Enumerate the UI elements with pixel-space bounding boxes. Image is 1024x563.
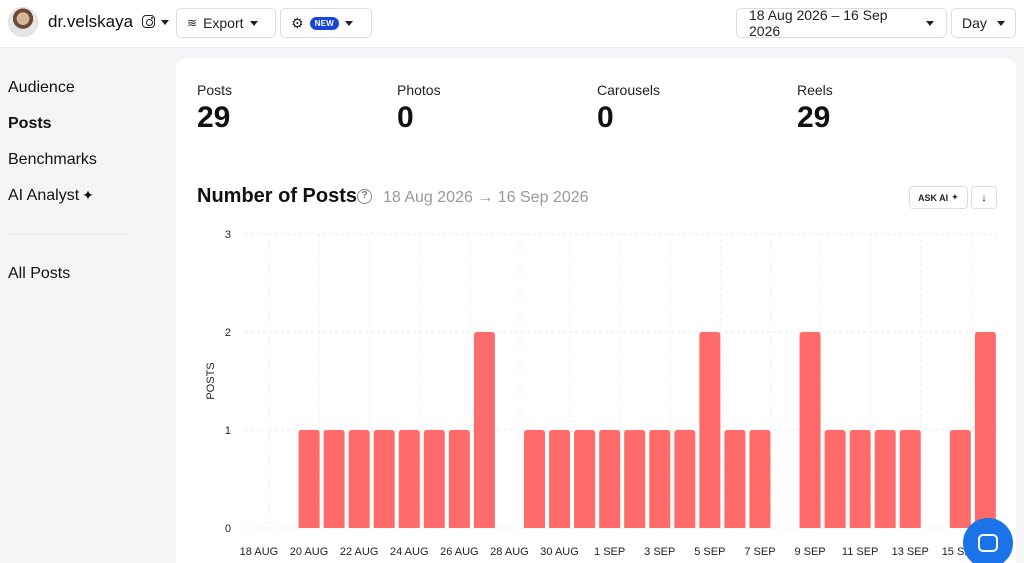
bar bbox=[574, 430, 596, 528]
x-tick-label: 7 SEP bbox=[744, 546, 775, 558]
bar bbox=[473, 332, 495, 528]
x-tick-label: 24 AUG bbox=[390, 546, 429, 558]
sidebar-item-audience[interactable]: Audience bbox=[8, 79, 75, 97]
stat-label: Reels bbox=[797, 82, 833, 98]
download-button[interactable]: ↓ bbox=[971, 186, 997, 209]
stat-label: Posts bbox=[197, 82, 233, 98]
bar bbox=[624, 430, 646, 528]
stat-value: 29 bbox=[797, 101, 831, 134]
bar bbox=[348, 430, 370, 528]
sidebar-item-label: AI Analyst bbox=[8, 187, 80, 204]
bar bbox=[849, 430, 871, 528]
help-icon[interactable]: ? bbox=[357, 189, 372, 204]
bar bbox=[974, 332, 996, 528]
chevron-down-icon bbox=[345, 20, 354, 26]
top-bar: dr.velskaya ≋ Export ⚙ NEW 18 Aug 2026 –… bbox=[0, 0, 1024, 48]
x-tick-label: 18 AUG bbox=[240, 546, 279, 558]
y-tick-label: 2 bbox=[225, 327, 231, 339]
bar bbox=[323, 430, 345, 528]
sidebar-item-label: Posts bbox=[8, 115, 52, 132]
chat-button[interactable] bbox=[963, 518, 1013, 563]
layers-icon: ≋ bbox=[187, 16, 198, 30]
ask-ai-button[interactable]: ASK AI ✦ bbox=[909, 186, 968, 209]
stat-value: 0 bbox=[597, 101, 614, 134]
stat-label: Photos bbox=[397, 82, 441, 98]
instagram-icon bbox=[142, 15, 155, 28]
chat-icon bbox=[978, 534, 998, 552]
stat-label: Carousels bbox=[597, 82, 661, 98]
bar bbox=[599, 430, 621, 528]
x-tick-label: 22 AUG bbox=[340, 546, 379, 558]
y-tick-label: 1 bbox=[225, 425, 231, 437]
x-tick-label: 20 AUG bbox=[290, 546, 329, 558]
bar bbox=[899, 430, 921, 528]
stat-reels: Reels 29 bbox=[797, 82, 833, 135]
sidebar-item-label: Benchmarks bbox=[8, 151, 97, 168]
sidebar-item-ai-analyst[interactable]: AI Analyst ✦ bbox=[8, 187, 94, 205]
stat-value: 0 bbox=[397, 101, 414, 134]
sidebar-item-label: Audience bbox=[8, 79, 75, 96]
export-label: Export bbox=[203, 15, 244, 31]
bar bbox=[749, 430, 771, 528]
sidebar-item-posts[interactable]: Posts bbox=[8, 115, 52, 133]
stat-posts: Posts 29 bbox=[197, 82, 232, 135]
date-range-label: 18 Aug 2026 – 16 Sep 2026 bbox=[749, 7, 888, 39]
granularity-label: Day bbox=[962, 15, 987, 31]
x-tick-label: 13 SEP bbox=[892, 546, 929, 558]
bar bbox=[674, 430, 696, 528]
settings-button[interactable]: ⚙ NEW bbox=[280, 8, 372, 38]
x-tick-label: 11 SEP bbox=[842, 546, 879, 558]
chevron-down-icon bbox=[997, 20, 1005, 26]
bar bbox=[649, 430, 671, 528]
ask-ai-label: ASK AI bbox=[918, 192, 949, 203]
x-tick-label: 30 AUG bbox=[540, 546, 579, 558]
chevron-down-icon bbox=[926, 20, 934, 26]
y-axis-label: POSTS bbox=[205, 362, 217, 399]
y-tick-label: 3 bbox=[225, 229, 231, 241]
bar bbox=[448, 430, 470, 528]
account-name[interactable]: dr.velskaya bbox=[48, 12, 134, 31]
sidebar-divider bbox=[8, 234, 128, 235]
bar bbox=[799, 332, 821, 528]
stat-photos: Photos 0 bbox=[397, 82, 441, 135]
chart-title: Number of Posts bbox=[197, 185, 358, 207]
bar bbox=[874, 430, 896, 528]
export-button[interactable]: ≋ Export bbox=[176, 8, 276, 38]
x-tick-label: 1 SEP bbox=[594, 546, 625, 558]
date-range-picker[interactable]: 18 Aug 2026 – 16 Sep 2026 bbox=[736, 7, 947, 39]
sidebar-item-all-posts[interactable]: All Posts bbox=[8, 265, 70, 283]
x-tick-label: 9 SEP bbox=[794, 546, 825, 558]
avatar[interactable] bbox=[8, 7, 38, 37]
bar bbox=[373, 430, 395, 528]
bar bbox=[724, 430, 746, 528]
bar bbox=[398, 430, 420, 528]
bar bbox=[423, 430, 445, 528]
new-badge: NEW bbox=[309, 16, 340, 30]
x-tick-label: 26 AUG bbox=[440, 546, 479, 558]
gear-icon: ⚙ bbox=[291, 14, 304, 31]
x-tick-label: 5 SEP bbox=[694, 546, 725, 558]
x-tick-label: 3 SEP bbox=[644, 546, 675, 558]
bar bbox=[949, 430, 971, 528]
bar bbox=[524, 430, 545, 528]
chevron-down-icon bbox=[249, 20, 258, 26]
sidebar: Audience Posts Benchmarks AI Analyst ✦ Al… bbox=[0, 48, 176, 563]
chevron-down-icon[interactable] bbox=[161, 20, 169, 25]
sparkle-icon: ✦ bbox=[82, 187, 94, 203]
bar bbox=[298, 430, 320, 528]
x-tick-label: 28 AUG bbox=[490, 546, 529, 558]
bar bbox=[699, 332, 721, 528]
download-icon: ↓ bbox=[981, 191, 987, 204]
stat-carousels: Carousels 0 bbox=[597, 82, 660, 135]
bar bbox=[549, 430, 571, 528]
stat-value: 29 bbox=[197, 101, 231, 134]
granularity-select[interactable]: Day bbox=[951, 8, 1016, 38]
bar bbox=[824, 430, 846, 528]
sidebar-item-benchmarks[interactable]: Benchmarks bbox=[8, 151, 97, 169]
y-tick-label: 0 bbox=[225, 523, 231, 535]
chart-date-range: 18 Aug 2026 → 16 Sep 2026 bbox=[383, 189, 589, 206]
sidebar-item-label: All Posts bbox=[8, 265, 71, 282]
sparkle-icon: ✦ bbox=[951, 192, 959, 202]
